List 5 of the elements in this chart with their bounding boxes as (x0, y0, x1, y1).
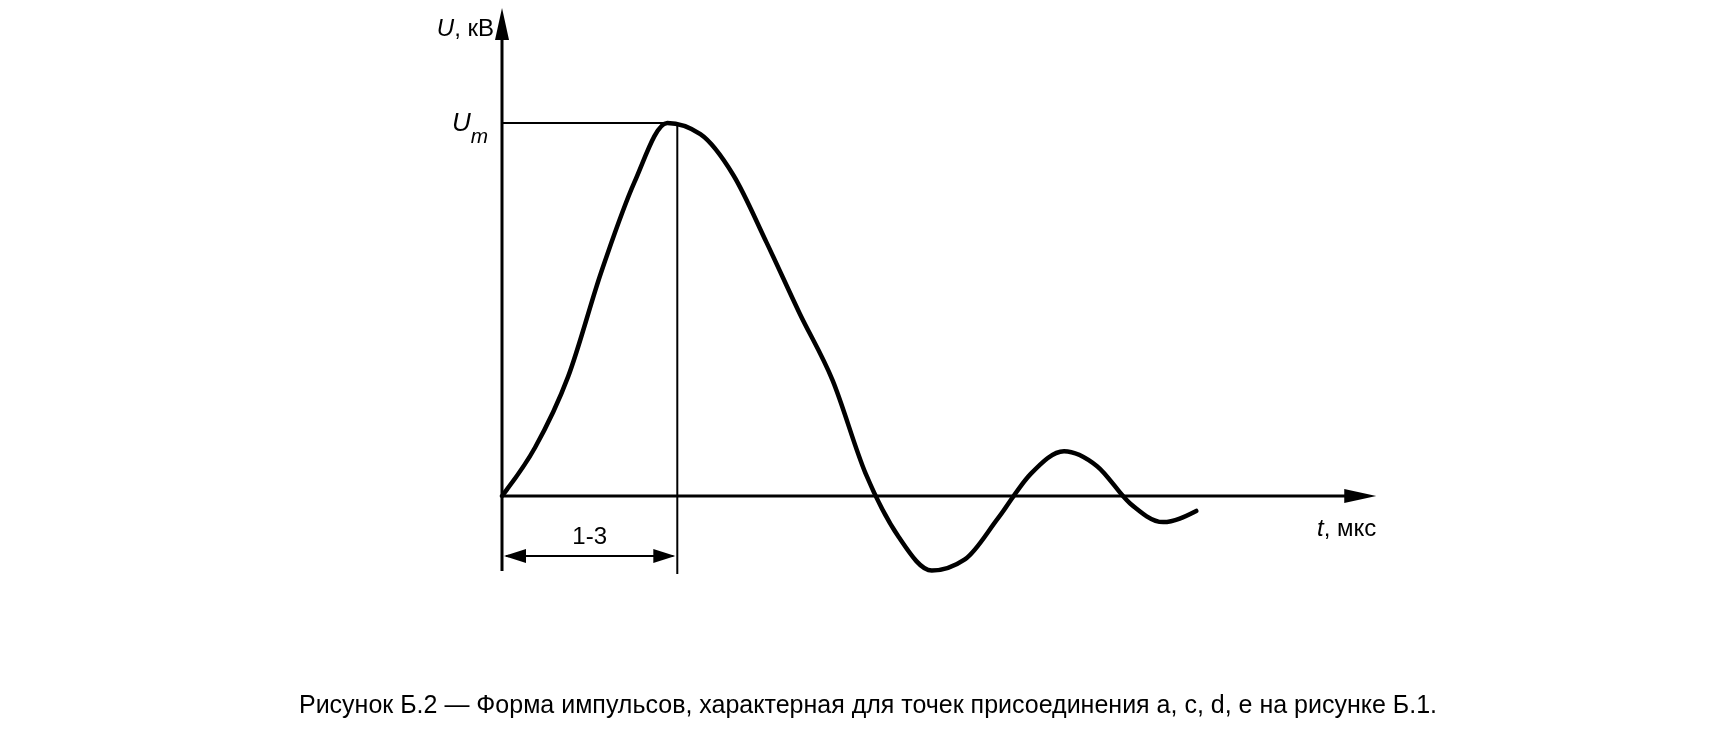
x-axis-title: t, мкс (1316, 514, 1377, 541)
y-axis-title: U, кВ (436, 14, 494, 41)
text: Рисунок Б.2 — Форма импульсов, характерная для точек присоединения a, c, d, e на рисунке Б.1. (298, 690, 1438, 718)
annotation: 1-3 (572, 522, 607, 549)
annotation: U$_{m}$ (451, 107, 488, 147)
